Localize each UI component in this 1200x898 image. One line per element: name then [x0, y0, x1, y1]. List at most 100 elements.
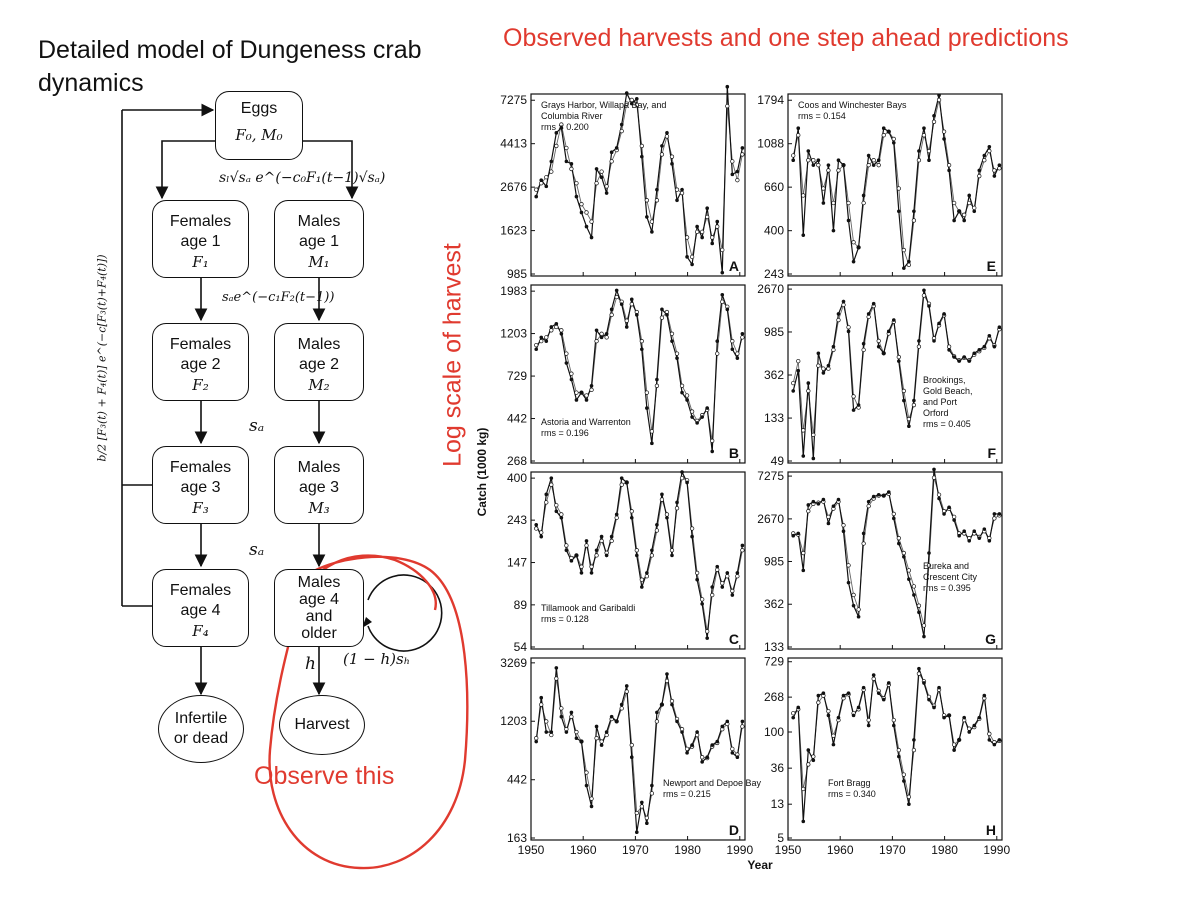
observed-point: [902, 779, 906, 783]
observed-point: [634, 553, 639, 558]
predicted-point: [801, 550, 806, 556]
predicted-point: [574, 390, 579, 395]
observed-point: [952, 748, 956, 752]
predicted-point: [649, 791, 655, 796]
observed-point: [891, 723, 896, 728]
observed-point: [997, 738, 1002, 742]
observed-point: [579, 571, 584, 575]
panel-name: Tillamook and Garibaldi: [541, 603, 635, 613]
panel-frame: [787, 471, 1003, 650]
y-tick-label: 442: [507, 773, 527, 787]
predicted-point: [720, 247, 725, 253]
predicted-point: [710, 235, 715, 240]
predicted-point: [599, 331, 604, 336]
observed-point: [680, 187, 684, 192]
observed-point: [851, 408, 856, 412]
observed-point: [897, 359, 901, 363]
observed-point: [987, 144, 992, 149]
predicted-point: [639, 804, 644, 809]
observed-point: [655, 187, 659, 192]
predicted-point: [730, 159, 735, 164]
predicted-point: [967, 726, 972, 731]
y-tick-label: 100: [764, 725, 784, 739]
predicted-point: [629, 97, 634, 103]
males-age1-line1: Males: [297, 213, 341, 230]
observed-point: [680, 470, 684, 474]
observed-point: [544, 492, 549, 497]
observed-point: [685, 398, 689, 402]
observed-point: [640, 154, 644, 159]
panel-rms: rms = 0.154: [798, 111, 846, 121]
predicted-point: [735, 178, 740, 183]
panel-name: Astoria and Warrenton: [541, 417, 631, 427]
males-age3-symbol: M₃: [308, 499, 330, 517]
observed-point: [554, 509, 559, 514]
observed-point: [846, 218, 851, 223]
predicted-point: [866, 503, 871, 509]
predicted-point: [654, 719, 660, 724]
observed-point: [831, 344, 836, 349]
predicted-point: [871, 158, 876, 163]
observed-point: [629, 297, 634, 302]
observed-point: [534, 347, 539, 352]
panel-frame: [787, 284, 1003, 464]
observed-point: [821, 691, 826, 695]
observed-point: [972, 351, 977, 356]
predicted-point: [639, 143, 644, 149]
predicted-point: [791, 711, 796, 716]
y-tick-label: 2670: [757, 512, 784, 526]
observed-point: [680, 390, 684, 395]
predicted-point: [614, 294, 619, 300]
observed-point: [599, 335, 604, 340]
panel-letter: D: [729, 822, 739, 838]
predicted-point: [659, 152, 665, 157]
predicted-point: [715, 351, 720, 356]
observed-point: [876, 492, 881, 497]
observed-point: [740, 719, 745, 724]
observed-point: [902, 554, 906, 559]
observed-point: [791, 389, 796, 393]
observed-point: [922, 288, 926, 293]
females-age3-line1: Females: [169, 459, 232, 476]
observed-point: [977, 715, 982, 720]
observed-point: [907, 577, 911, 582]
predicted-point: [831, 347, 836, 352]
x-tick-label: 1980: [674, 843, 701, 857]
observed-point: [614, 512, 619, 517]
observed-point: [987, 538, 992, 543]
y-tick-label: 133: [764, 640, 784, 654]
observed-point: [897, 541, 901, 546]
observed-point: [917, 610, 921, 615]
observed-point: [604, 553, 609, 558]
panel-letter: F: [987, 445, 996, 461]
predicted-point: [730, 339, 735, 344]
observed-point: [634, 96, 639, 101]
observed-point: [569, 559, 574, 563]
predicted-point: [735, 574, 740, 579]
observed-point: [962, 529, 966, 534]
observed-point: [549, 476, 554, 480]
observed-point: [841, 163, 846, 167]
observed-point: [912, 738, 916, 742]
observed-point: [841, 693, 846, 698]
observed-line: [792, 469, 1000, 637]
predicted-point: [624, 101, 629, 106]
observed-point: [932, 467, 936, 472]
predicted-point: [684, 235, 690, 240]
survival-label-1: sₐ: [249, 416, 265, 436]
observed-point: [962, 715, 966, 720]
observed-point: [715, 564, 720, 569]
predicted-point: [634, 810, 639, 816]
predicted-point: [624, 318, 629, 323]
males-age2-line2: age 2: [298, 356, 340, 373]
observed-point: [947, 713, 951, 718]
observed-point: [907, 802, 911, 806]
observed-point: [866, 499, 871, 504]
observed-point: [826, 163, 831, 167]
predicted-point: [926, 563, 932, 568]
observed-point: [902, 398, 906, 403]
predicted-point: [992, 168, 997, 173]
predicted-point: [609, 538, 614, 544]
observed-point: [544, 184, 549, 189]
